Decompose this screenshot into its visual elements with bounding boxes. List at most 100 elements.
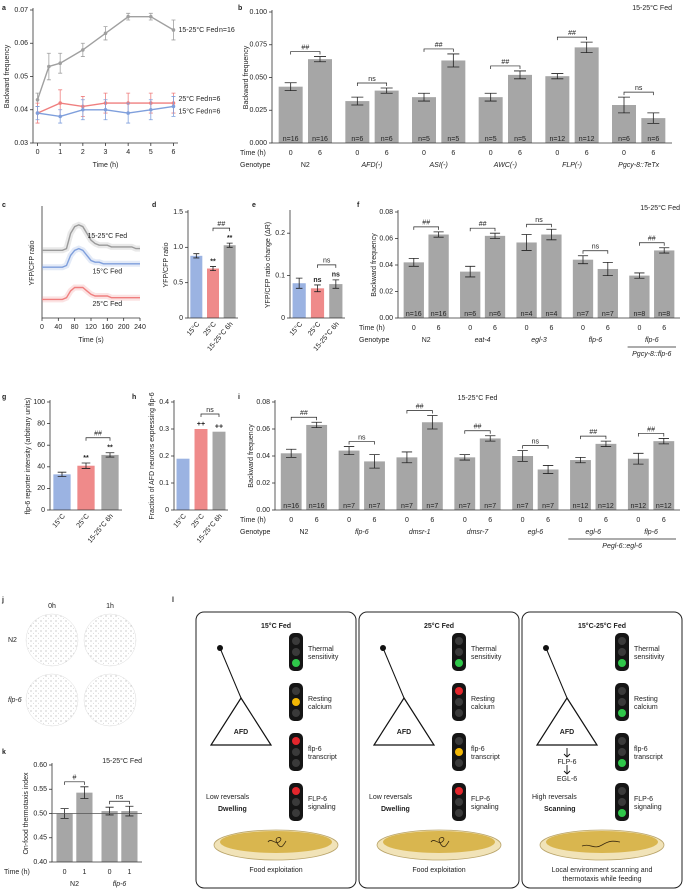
bar [595, 443, 617, 510]
time-label: 6 [451, 150, 455, 157]
bracket [200, 413, 220, 417]
bar [76, 792, 93, 862]
y-tick-label: 0.04 [14, 107, 28, 114]
time-label: 0 [636, 517, 640, 524]
error-bar [580, 41, 593, 54]
error-bar [314, 284, 321, 293]
neuron-process [545, 647, 568, 699]
x-tick-label: 0 [36, 149, 40, 156]
bar [101, 454, 119, 510]
x-tick-label: 160 [101, 324, 113, 331]
lamp [618, 687, 626, 695]
bracket [464, 430, 491, 434]
lamp [618, 637, 626, 645]
bar-mark: ++ [215, 424, 223, 431]
series-n: n=6 [208, 96, 220, 103]
category-label: 25°C [306, 320, 322, 337]
lamp [618, 737, 626, 745]
bracket [637, 433, 665, 437]
lamp [292, 648, 300, 656]
error-bar [485, 435, 496, 442]
point [58, 61, 62, 65]
error-bar [427, 415, 438, 430]
error-bar [369, 454, 380, 469]
lamp [618, 787, 626, 795]
lamp [292, 748, 300, 756]
x-tick-label: 0 [40, 324, 44, 331]
significance: ## [301, 44, 309, 51]
annotation: 15-25°C Fed [632, 4, 672, 12]
point [58, 101, 62, 105]
time-label: 6 [315, 517, 319, 524]
lamp [292, 709, 300, 717]
category-label: 15°C [172, 512, 188, 529]
lamp [455, 787, 463, 795]
bar [537, 469, 559, 510]
bar [516, 242, 537, 318]
error-bar [658, 438, 670, 445]
bracket [490, 65, 521, 69]
series-label: 15-25°C Fed [87, 232, 127, 240]
significance: ## [501, 59, 509, 66]
y-tick-label: 0.5 [173, 280, 183, 287]
lamp [618, 698, 626, 706]
y-tick-label: 100 [33, 399, 45, 406]
time-label: 0 [521, 517, 525, 524]
bar [121, 811, 138, 862]
y-tick-label: 0.1 [159, 480, 169, 487]
genotype-label: dmsr-7 [467, 529, 490, 536]
behavior-label: High reversals [532, 794, 577, 801]
n-label: n=5 [514, 136, 526, 143]
x-tick-label: 5 [149, 149, 153, 156]
point [81, 107, 85, 112]
time-label: 0 [622, 150, 626, 157]
lamp [292, 698, 300, 706]
scenario-title: 25°C Fed [424, 622, 454, 630]
y-tick-label: 0.08 [379, 209, 393, 216]
genotype-sublabel: Pegl-6::egl-6 [602, 543, 642, 550]
annotation: 15-25°C Fed [458, 394, 498, 402]
lamp [618, 748, 626, 756]
x-tick-label: 120 [85, 324, 97, 331]
cascade-label: FLP-6 [557, 759, 576, 766]
bracket [639, 242, 665, 246]
time-label: 0 [422, 150, 426, 157]
y-tick-label: 40 [37, 464, 45, 471]
bar-mark: ++ [197, 421, 205, 428]
bracket [413, 226, 439, 230]
neuron [535, 696, 599, 746]
bar [194, 429, 208, 510]
bar-mark: ** [227, 235, 233, 242]
series-label: 15°C Fed [93, 268, 123, 276]
error-bar [343, 446, 355, 456]
bracket [109, 800, 130, 805]
error-bar [105, 452, 115, 458]
y-tick-label: 0 [281, 315, 285, 322]
significance: ns [368, 76, 376, 83]
error-bar [81, 462, 91, 469]
outcome-label: Local environment scanning and thermotaxi… [552, 867, 653, 883]
y-tick-label: 0.05 [14, 73, 28, 80]
time-row-label: Time (h) [240, 517, 266, 524]
significance: ## [435, 42, 443, 49]
significance: ## [589, 429, 597, 436]
series-label: 15°C Fed [178, 107, 208, 115]
lamp [455, 709, 463, 717]
error-bar [314, 56, 326, 63]
bar [412, 97, 436, 143]
scenario-box [195, 611, 357, 889]
time-label: 0 [289, 517, 293, 524]
y-tick-label: 0.04 [256, 453, 270, 460]
series-line [42, 286, 140, 301]
error-bar [295, 277, 303, 289]
panel-letter: b [238, 5, 242, 12]
bar [278, 86, 303, 143]
genotype-label: flp-6 [589, 337, 603, 344]
light-label: FLP-6 signaling [634, 796, 662, 811]
bar [223, 245, 236, 318]
panel-letter: c [2, 202, 6, 209]
behavior-label: Low reversals [206, 794, 250, 801]
bracket [290, 416, 318, 421]
n-label: n=16 [283, 503, 299, 510]
genotype-label: dmsr-1 [409, 529, 431, 536]
